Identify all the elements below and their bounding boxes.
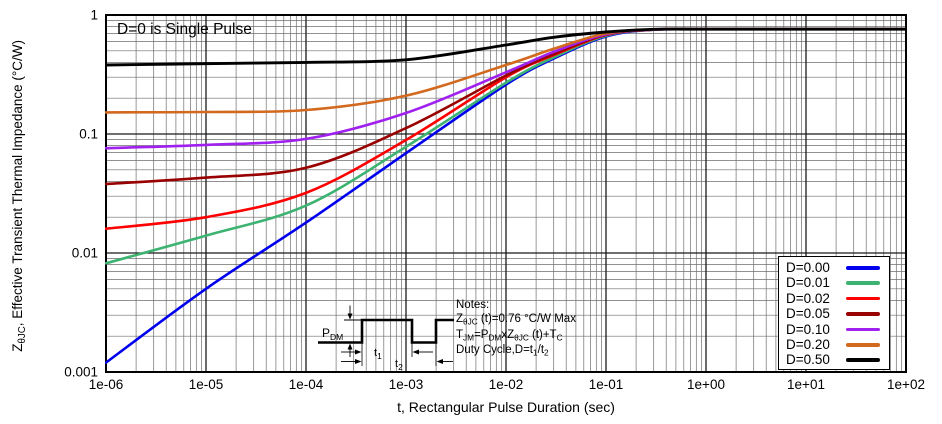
legend-entry: D=0.20 [779, 337, 889, 352]
legend-swatch [846, 281, 880, 285]
pdm-label: PDM [322, 326, 343, 342]
legend-swatch [846, 342, 880, 347]
curve-D=0.50 [105, 27, 907, 67]
series-curves [105, 27, 907, 364]
x-tick-label: 1e+02 [887, 377, 925, 392]
y-tick-label: 0.01 [71, 245, 98, 261]
notes-text-part: θJC [463, 316, 478, 326]
notes-text-part: =P [474, 328, 489, 341]
y-tick-label: 0.1 [79, 126, 98, 142]
amplitude-arrow-up-icon [347, 343, 353, 350]
legend-label: D=0.10 [786, 321, 830, 337]
legend-entry: D=0.10 [779, 322, 889, 337]
plot-frame [105, 14, 907, 373]
y-axis-title-wrap: ZθJC, Effective Transient Thermal Impeda… [0, 0, 38, 392]
t2-arrow-left-icon [436, 359, 443, 364]
legend-label: D=0.00 [786, 260, 830, 275]
legend-entry: D=0.00 [779, 260, 889, 275]
notes-text-part: T [456, 328, 464, 341]
x-tick-label: 1e+01 [787, 377, 825, 392]
notes-text-part: 2 [544, 348, 549, 358]
pulse-waveform [318, 318, 454, 344]
notes-text-part: θJC [514, 332, 529, 342]
y-tick-label: 1 [90, 7, 98, 23]
legend-entry: D=0.01 [779, 275, 889, 290]
t1-label: t1 [374, 347, 382, 361]
t1-arrow-left-icon [412, 349, 419, 355]
notes-text-part: Notes: [456, 299, 490, 311]
amplitude-arrow-down-icon [347, 313, 353, 320]
legend: D=0.00 D=0.01 D=0.02 D=0.05 D=0.10 D=0.20 D=0.… [778, 256, 890, 370]
single-pulse-annotation: D=0 is Single Pulse [117, 21, 252, 38]
x-tick-label: 1e-03 [388, 377, 424, 392]
legend-label: D=0.50 [786, 352, 830, 368]
legend-label: D=0.20 [786, 336, 830, 352]
legend-swatch [846, 327, 880, 332]
notes-text-part: (t)=0.76 °C/W Max [477, 312, 576, 325]
notes-line: Duty Cycle,D=t1/t2 [456, 344, 576, 360]
notes-line: Notes: [456, 299, 576, 313]
notes-text-part: /t [537, 344, 545, 357]
legend-swatch [846, 266, 880, 270]
y-axis-title: ZθJC, Effective Transient Thermal Impeda… [10, 40, 28, 352]
legend-swatch [846, 296, 880, 301]
x-tick-label: 1e-02 [488, 377, 524, 392]
x-tick-label: 1e-06 [88, 377, 124, 392]
notes-text-part: Z [456, 312, 464, 325]
legend-entry: D=0.05 [779, 306, 889, 321]
x-tick-label: 1e-04 [288, 377, 324, 392]
legend-label: D=0.05 [786, 306, 830, 322]
legend-entry: D=0.50 [779, 352, 889, 367]
notes-text-part: xZ [501, 328, 515, 341]
t1-arrow-right-icon [355, 349, 362, 355]
legend-entry: D=0.02 [779, 291, 889, 306]
y-tick-label: 0.001 [64, 364, 98, 380]
notes-text-part: DM [488, 332, 502, 342]
t2-label: t2 [395, 358, 403, 372]
pulse-waveform-diagram: PDM t1 t2 [318, 305, 454, 372]
t2-arrow-right-icon [355, 359, 362, 364]
y-axis-title-part: , Effective Transient Thermal Impedance … [10, 40, 26, 327]
y-axis-title-part: Z [10, 343, 26, 352]
legend-swatch [846, 358, 880, 362]
notes-block: Notes: ZθJC (t)=0.76 °C/W Max TJM=PDMxZθJC… [456, 299, 576, 360]
notes-text-part: JM [463, 332, 475, 342]
notes-text-part: C [556, 332, 563, 342]
y-axis-title-part: θJC [16, 326, 28, 344]
x-axis-title: t, Rectangular Pulse Duration (sec) [397, 399, 615, 415]
legend-label: D=0.02 [786, 290, 830, 306]
notes-text-part: 1 [533, 348, 538, 358]
legend-swatch [846, 312, 880, 316]
notes-text-part: (t)+T [528, 328, 557, 341]
x-tick-label: 1e-01 [588, 377, 624, 392]
x-tick-label: 1e-05 [188, 377, 224, 392]
notes-line: TJM=PDMxZθJC (t)+TC [456, 329, 576, 345]
legend-label: D=0.01 [786, 275, 830, 291]
x-tick-label: 1e+00 [687, 377, 725, 392]
notes-text-part: Duty Cycle,D=t [456, 344, 534, 357]
notes-line: ZθJC (t)=0.76 °C/W Max [456, 313, 576, 329]
